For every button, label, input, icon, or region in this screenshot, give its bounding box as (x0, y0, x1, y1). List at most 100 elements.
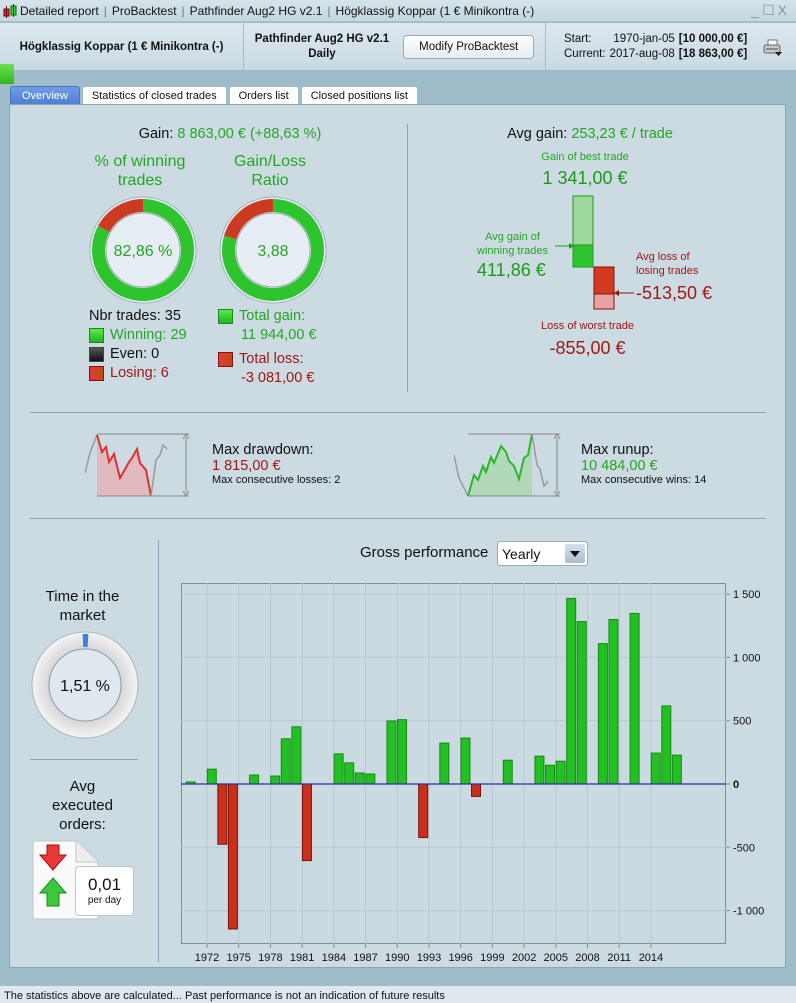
avg-win-label: Avg gain of winning trades (470, 230, 555, 258)
losing-count: Losing: 6 (110, 365, 169, 381)
time-market-line2: market (59, 607, 106, 624)
performance-title: Gross performance (360, 544, 489, 561)
bar (439, 742, 450, 785)
total-gain-value: 11 944,00 € (241, 327, 317, 343)
x-tick-label: 1987 (353, 952, 377, 964)
y-tick-label: -1 000 (733, 906, 764, 918)
strategy-info: Pathfinder Aug2 HG v2.1 Daily Modify Pro… (244, 23, 546, 70)
avg-gain: Avg gain: 253,23 € / trade (420, 126, 760, 142)
bar (650, 752, 661, 785)
bar (386, 720, 397, 785)
avg-loss-value: -513,50 € (636, 283, 713, 303)
start-date: 1970-jan-05 (613, 32, 675, 45)
bar (566, 597, 577, 785)
breadcrumb-item[interactable]: Detailed report (20, 3, 99, 18)
bar (333, 753, 344, 785)
tab-closed-positions-list[interactable]: Closed positions list (300, 86, 418, 104)
avg-loss-label-line1: Avg loss of (636, 251, 690, 263)
tab-overview[interactable]: Overview (10, 86, 80, 104)
total-gain-label: Total gain: (239, 308, 306, 324)
x-tick-label: 1978 (258, 952, 282, 964)
y-tick-label: 500 (733, 716, 751, 728)
x-tick-label: 1984 (322, 952, 346, 964)
status-indicator (0, 64, 14, 84)
worst-trade-value: -855,00 € (549, 338, 626, 358)
total-gain: Gain: 8 863,00 € (+88,63 %) (60, 126, 400, 142)
winning-swatch-icon (89, 328, 104, 343)
avg-orders-value: 0,01 (87, 875, 122, 894)
bar (661, 705, 672, 785)
avg-win-bar (572, 244, 594, 268)
modify-probacktest-button[interactable]: Modify ProBacktest (403, 34, 535, 59)
ratio-title-line1: Gain/Loss (233, 153, 307, 170)
even-count: Even: 0 (110, 346, 160, 362)
bar (217, 783, 228, 845)
avg-win-label-line2: winning trades (477, 245, 548, 257)
winning-title-line1: % of winning (94, 153, 186, 170)
gain-label: Gain: (138, 126, 174, 142)
time-in-market-gauge: 1,51 % (31, 631, 139, 739)
breadcrumb-item[interactable]: Pathfinder Aug2 HG v2.1 (189, 3, 323, 18)
current-capital: [18 863,00 €] (678, 47, 748, 60)
nbr-trades: Nbr trades: 35 (89, 308, 181, 324)
bar (365, 773, 376, 785)
total-gain-loss: Total gain: 11 944,00 € Total loss: -3 0… (218, 307, 317, 388)
gain-loss-ratio-title: Gain/Loss Ratio (210, 152, 330, 190)
divider (30, 518, 766, 519)
avg-win-label-line1: Avg gain of (485, 231, 540, 243)
bar (671, 754, 682, 785)
start-label: Start: (564, 32, 592, 45)
title-bar: Detailed report | ProBacktest | Pathfinder… (0, 0, 796, 22)
bar (291, 726, 302, 785)
breadcrumb-item[interactable]: Högklassig Koppar (1 € Minikontra (-) (335, 3, 535, 18)
x-tick-label: 1999 (480, 952, 504, 964)
y-tick-label: -500 (733, 842, 755, 854)
bar (629, 612, 640, 785)
window-controls: _☐X (751, 2, 790, 19)
best-trade-value: 1 341,00 € (542, 168, 628, 188)
time-in-market-fill (82, 634, 89, 648)
x-tick-label: 1993 (417, 952, 441, 964)
tab-bar: Overview Statistics of closed trades Ord… (10, 86, 418, 104)
drawdown-sparkline (85, 433, 190, 497)
total-gain-swatch-icon (218, 309, 233, 324)
bar (354, 772, 365, 785)
candlestick-app-icon (2, 3, 18, 19)
maximize-icon[interactable]: ☐ (762, 2, 778, 18)
divider (158, 540, 159, 962)
printer-icon[interactable] (763, 39, 783, 56)
avg-orders-line2: executed (52, 797, 113, 814)
drawdown-label: Max drawdown: (212, 442, 314, 458)
timeframe: Daily (308, 47, 336, 60)
minimize-icon[interactable]: _ (751, 2, 763, 18)
chevron-down-icon[interactable] (565, 544, 585, 563)
runup-label: Max runup: (581, 442, 654, 458)
period-select[interactable]: Yearly (497, 541, 588, 566)
period-selected-value: Yearly (502, 545, 541, 562)
bar (249, 774, 260, 785)
breadcrumb-item[interactable]: ProBacktest (111, 3, 177, 18)
breadcrumb: Detailed report | ProBacktest | Pathfinder… (20, 3, 535, 18)
winning-trades-title: % of winning trades (80, 152, 200, 190)
current-label: Current: (564, 47, 606, 60)
runup-value: 10 484,00 € (581, 458, 658, 474)
avg-win-value: 411,86 € (477, 260, 546, 280)
time-in-market-title: Time in the market (30, 587, 135, 625)
avg-executed-orders-title: Avg executed orders: (30, 777, 135, 834)
bar (270, 775, 281, 785)
tab-statistics-closed-trades[interactable]: Statistics of closed trades (81, 86, 227, 104)
divider (407, 124, 408, 392)
status-bar: The statistics above are calculated... P… (0, 985, 796, 1003)
donut-losing-segment (98, 199, 143, 232)
x-tick-label: 1975 (226, 952, 250, 964)
x-tick-label: 1972 (195, 952, 219, 964)
close-icon[interactable]: X (777, 2, 790, 18)
tab-orders-list[interactable]: Orders list (228, 86, 299, 104)
report-header: Högklassig Koppar (1 € Minikontra (-) Pa… (0, 23, 796, 71)
avg-orders-unit: per day (87, 895, 122, 906)
avg-loss-label-line2: losing trades (636, 265, 699, 277)
consecutive-wins: Max consecutive wins: 14 (581, 474, 707, 486)
total-loss-value: -3 081,00 € (241, 370, 315, 386)
date-range: Start: 1970-jan-05 [10 000,00 €] Current: 2… (546, 23, 796, 70)
trade-counts: Nbr trades: 35 Winning: 29 Even: 0 Losin… (89, 307, 187, 383)
